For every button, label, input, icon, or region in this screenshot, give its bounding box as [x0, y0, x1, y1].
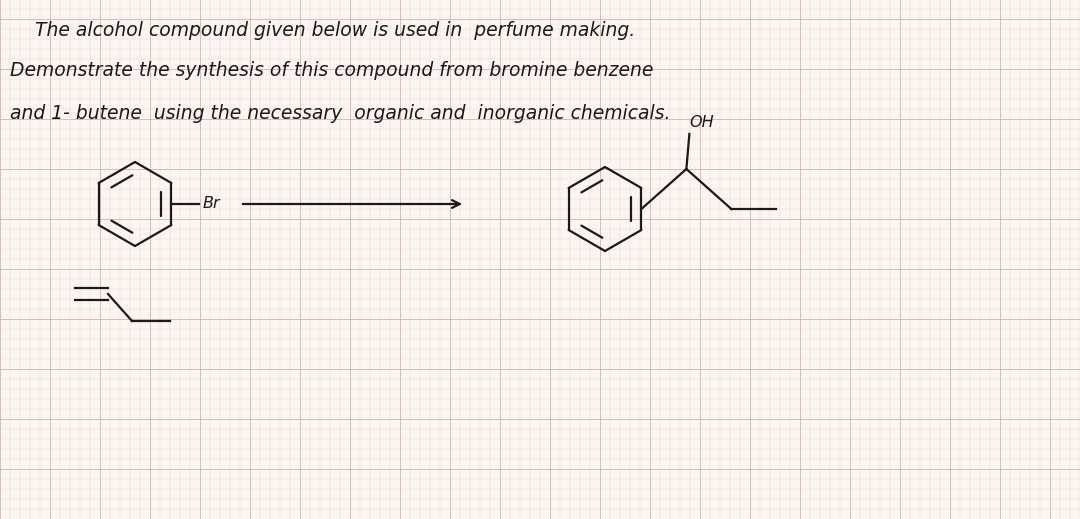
- Text: Demonstrate the synthesis of this compound from bromine benzene: Demonstrate the synthesis of this compou…: [10, 61, 653, 80]
- Text: Br: Br: [202, 197, 220, 212]
- Text: and 1- butene  using the necessary  organic and  inorganic chemicals.: and 1- butene using the necessary organi…: [10, 104, 671, 123]
- Text: OH: OH: [689, 115, 714, 130]
- Text: The alcohol compound given below is used in  perfume making.: The alcohol compound given below is used…: [35, 21, 635, 40]
